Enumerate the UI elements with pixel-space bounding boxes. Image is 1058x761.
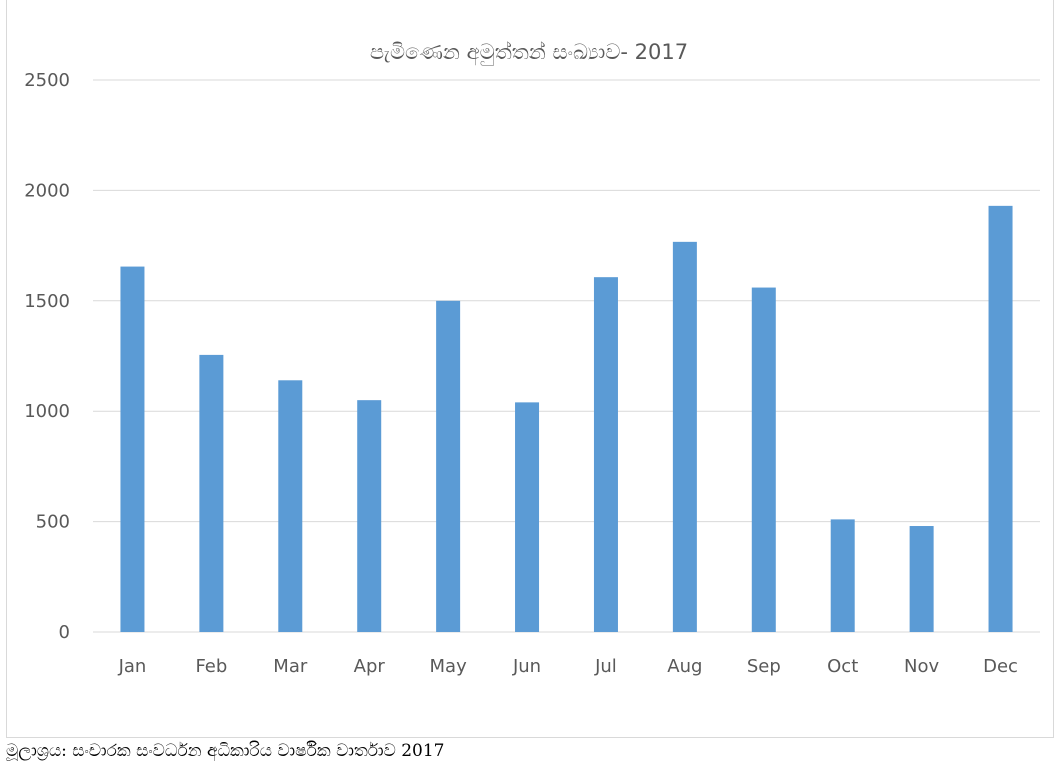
bar-nov (909, 526, 934, 632)
x-tick-label: Aug (667, 656, 702, 677)
bar-jan (120, 266, 145, 632)
x-tick-label: Oct (827, 656, 858, 677)
x-tick-label: Mar (273, 656, 308, 677)
bar-sep (751, 287, 776, 632)
x-tick-label: Dec (983, 656, 1018, 677)
bar-dec (988, 205, 1013, 632)
x-tick-label: Apr (354, 656, 386, 677)
y-tick-label: 1000 (24, 401, 70, 422)
x-tick-label: Jan (118, 656, 147, 677)
source-caption: මූලාශ්‍රය: සංචාරක සංවර්ධන අධිකාරිය වාර්ෂ… (6, 741, 445, 761)
x-tick-label: Jun (512, 656, 541, 677)
bar-aug (672, 241, 697, 632)
y-tick-label: 1500 (24, 291, 70, 312)
bar-feb (199, 354, 224, 632)
x-tick-label: May (430, 656, 468, 677)
x-tick-label: Sep (747, 656, 781, 677)
bar-jul (593, 277, 618, 632)
bar-mar (278, 380, 303, 632)
y-tick-label: 0 (59, 622, 70, 643)
y-tick-label: 2000 (24, 180, 70, 201)
x-tick-label: Nov (904, 656, 939, 677)
chart-title: පැමිණෙන අමුත්තන් සංඛ්‍යාව- 2017 (369, 40, 689, 64)
bar-may (436, 300, 461, 632)
y-tick-label: 500 (36, 512, 70, 533)
bar-chart: 0 500 1000 1500 2000 2500 Jan Feb Mar Apr May Jun Ju… (24, 70, 1040, 677)
y-tick-label: 2500 (24, 70, 70, 91)
bar-apr (357, 400, 382, 632)
x-tick-label: Feb (195, 656, 227, 677)
bar-oct (830, 519, 855, 632)
x-tick-label: Jul (594, 656, 617, 677)
bar-jun (515, 402, 540, 632)
